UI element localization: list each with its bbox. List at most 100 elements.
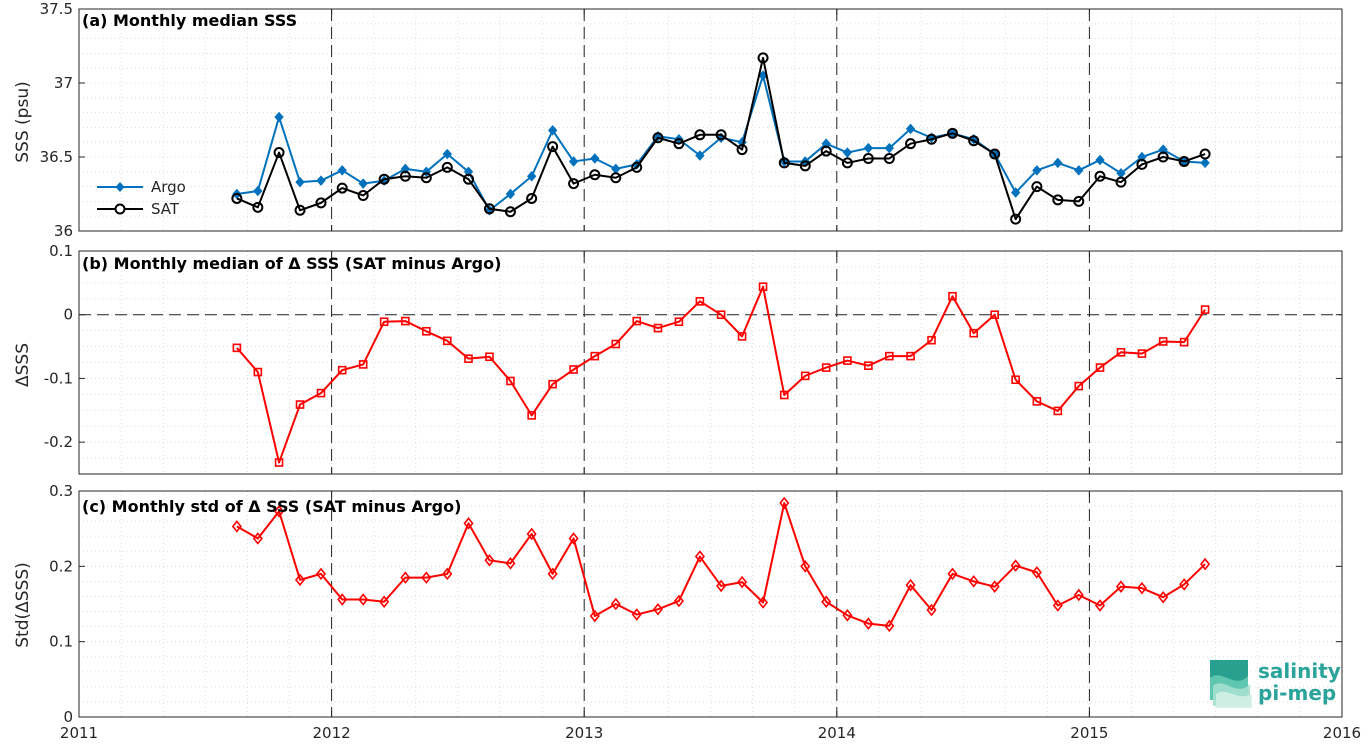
- panel-c-ylabel: Std(ΔSSS): [13, 562, 33, 648]
- data-point: [252, 532, 263, 545]
- data-point: [506, 376, 515, 386]
- data-point: [631, 608, 642, 621]
- data-point: [694, 129, 706, 141]
- data-point: [378, 173, 390, 185]
- data-point: [463, 517, 474, 530]
- legend: Argo SAT: [97, 178, 186, 218]
- data-point: [484, 554, 495, 567]
- ytick-label: -0.2: [44, 433, 73, 451]
- data-point: [800, 560, 811, 573]
- data-point: [316, 388, 326, 398]
- data-point: [611, 339, 621, 349]
- data-point: [927, 335, 936, 345]
- data-point: [1095, 154, 1105, 166]
- data-point: [821, 138, 831, 149]
- xtick-label: 2015: [1070, 724, 1108, 742]
- data-point: [799, 160, 811, 172]
- panel-a-ylabel: SSS (psu): [13, 81, 33, 162]
- data-point: [1115, 580, 1126, 593]
- data-point: [863, 142, 874, 154]
- data-point: [422, 326, 431, 336]
- data-point: [548, 379, 557, 389]
- data-point: [1053, 406, 1063, 416]
- xtick-label: 2013: [565, 724, 603, 742]
- data-point: [1178, 155, 1190, 167]
- data-point: [905, 578, 916, 592]
- data-point: [1011, 375, 1020, 385]
- data-point: [842, 147, 853, 158]
- data-point: [989, 148, 1001, 160]
- data-point: [231, 520, 242, 533]
- data-point: [905, 123, 916, 135]
- data-point: [674, 317, 684, 327]
- axes-box: [78, 8, 1343, 232]
- data-point: [694, 550, 705, 563]
- data-point: [1116, 348, 1126, 357]
- data-point: [1200, 157, 1210, 169]
- data-point: [547, 567, 558, 581]
- data-point: [358, 178, 368, 189]
- data-point: [568, 156, 579, 167]
- data-point: [505, 188, 516, 200]
- data-point: [589, 609, 600, 623]
- data-point: [295, 573, 306, 587]
- data-point: [590, 153, 600, 164]
- data-point: [253, 367, 263, 377]
- data-point: [948, 291, 957, 301]
- data-point: [883, 152, 895, 164]
- data-point: [779, 390, 789, 400]
- data-point: [464, 354, 473, 363]
- data-point: [590, 351, 600, 361]
- logo-text-salinity: salinity: [1258, 659, 1341, 683]
- legend-sat-marker: [114, 203, 126, 215]
- data-point: [526, 170, 537, 182]
- data-point: [905, 138, 917, 150]
- data-point: [969, 328, 979, 338]
- data-point: [526, 192, 538, 204]
- data-point: [1074, 381, 1084, 391]
- data-point: [505, 557, 516, 570]
- data-point: [231, 192, 243, 204]
- data-point: [483, 203, 495, 215]
- ytick-label: 0.2: [49, 557, 73, 575]
- data-point: [1032, 397, 1042, 406]
- data-point: [401, 316, 410, 326]
- wave-icon: [1210, 660, 1252, 708]
- data-point: [547, 141, 559, 153]
- data-point: [358, 593, 369, 606]
- data-point: [1179, 578, 1190, 591]
- data-point: [337, 365, 347, 375]
- panel-c: 0 0.1 0.2 0.3 2011 2012 2013 2014 2015 2016: [49, 482, 1361, 742]
- ytick-label: 36: [54, 222, 73, 240]
- data-point: [716, 579, 727, 593]
- data-point: [1095, 363, 1105, 372]
- data-point: [420, 172, 432, 184]
- data-point: [1136, 158, 1148, 170]
- data-point: [1031, 566, 1042, 579]
- data-point: [357, 189, 369, 201]
- data-point: [779, 496, 790, 510]
- data-point: [1158, 337, 1168, 346]
- xtick-label: 2012: [313, 724, 351, 742]
- data-point: [737, 332, 747, 341]
- panel-b: -0.2 -0.1 0 0.1: [44, 242, 1343, 475]
- data-point: [1200, 557, 1211, 571]
- data-point: [316, 175, 326, 186]
- panel-b-ylabel: ΔSSS: [13, 343, 33, 387]
- data-point: [695, 297, 705, 306]
- xtick-label: 2016: [1323, 724, 1361, 742]
- data-point: [294, 204, 306, 216]
- ytick-label: 37.5: [40, 0, 73, 18]
- data-point: [315, 197, 327, 209]
- data-point: [673, 138, 685, 150]
- series-line-series0: [236, 285, 1206, 464]
- data-point: [1073, 195, 1085, 207]
- data-point: [947, 567, 958, 581]
- data-point: [589, 169, 601, 181]
- data-point: [421, 571, 432, 584]
- data-point: [379, 595, 390, 609]
- data-point: [737, 575, 748, 589]
- data-point: [864, 361, 873, 370]
- data-point: [400, 571, 411, 584]
